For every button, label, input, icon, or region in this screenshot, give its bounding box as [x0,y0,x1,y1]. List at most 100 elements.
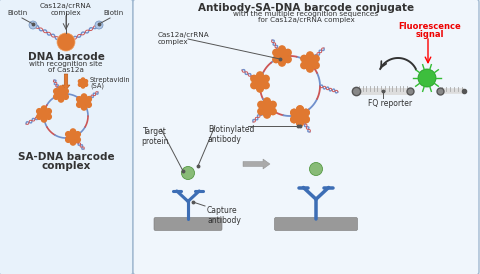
Circle shape [81,105,86,110]
Circle shape [86,102,91,107]
Circle shape [81,81,85,85]
Text: with recognition site: with recognition site [29,61,103,67]
Circle shape [297,106,303,113]
Circle shape [258,101,264,108]
Circle shape [71,129,76,134]
Circle shape [312,55,319,62]
Text: Streptavidin: Streptavidin [90,77,131,83]
FancyBboxPatch shape [154,218,222,230]
Circle shape [251,82,257,89]
Text: DNA barcode: DNA barcode [27,52,105,62]
Text: SA-DNA barcode: SA-DNA barcode [18,152,114,162]
Text: Cas12a/crRNA: Cas12a/crRNA [158,32,210,38]
Circle shape [66,132,71,137]
Circle shape [54,94,59,99]
Circle shape [302,116,309,123]
Circle shape [77,97,82,102]
Text: for Cas12a/crRNA complex: for Cas12a/crRNA complex [258,17,354,23]
Circle shape [257,85,264,92]
Circle shape [263,82,269,89]
Circle shape [296,112,304,120]
Text: Antibody-SA-DNA barcode conjugate: Antibody-SA-DNA barcode conjugate [198,3,414,13]
Circle shape [270,101,276,108]
Text: signal: signal [416,30,444,39]
Circle shape [29,21,37,29]
Circle shape [71,140,76,145]
FancyBboxPatch shape [133,0,479,274]
Text: complex: complex [158,39,189,45]
Circle shape [273,49,279,56]
Circle shape [78,83,82,86]
FancyBboxPatch shape [275,218,358,230]
Circle shape [291,109,298,116]
Text: Target
protein: Target protein [141,127,169,146]
Circle shape [41,111,48,117]
Circle shape [46,109,51,114]
Circle shape [307,52,313,59]
Circle shape [291,116,298,123]
Circle shape [285,49,291,56]
Circle shape [296,112,304,120]
Circle shape [63,94,68,99]
Circle shape [86,97,91,102]
Circle shape [36,114,42,119]
Circle shape [84,80,87,83]
Text: FQ reporter: FQ reporter [368,99,412,108]
Circle shape [84,83,87,86]
Circle shape [297,106,303,113]
Circle shape [258,108,264,115]
Circle shape [291,109,298,116]
Circle shape [263,75,269,82]
Circle shape [41,106,47,111]
Circle shape [278,52,286,60]
Text: Capture
antibody: Capture antibody [207,206,241,226]
Circle shape [301,55,307,62]
Circle shape [310,162,323,176]
Text: (SA): (SA) [90,83,104,89]
Circle shape [297,119,303,126]
Text: with the multiple recognition sequences: with the multiple recognition sequences [233,11,379,17]
Circle shape [302,116,309,123]
Circle shape [263,104,271,112]
Circle shape [46,114,51,119]
Circle shape [181,167,194,179]
Text: complex: complex [41,161,91,171]
Circle shape [75,132,80,137]
Circle shape [54,89,59,94]
Circle shape [75,137,80,142]
Circle shape [302,109,309,116]
Circle shape [291,116,298,123]
Circle shape [257,72,264,78]
FancyArrow shape [243,159,270,169]
Circle shape [81,99,87,105]
Circle shape [273,56,279,63]
Circle shape [63,89,68,94]
FancyArrow shape [62,74,70,90]
Circle shape [297,119,303,126]
Circle shape [302,109,309,116]
Circle shape [285,56,291,63]
Circle shape [306,58,314,66]
Text: Biotin: Biotin [104,10,124,16]
Circle shape [279,59,285,66]
Circle shape [59,86,64,91]
Circle shape [81,78,84,81]
Circle shape [66,137,71,142]
Circle shape [279,46,285,53]
Circle shape [264,98,270,104]
Circle shape [256,78,264,86]
Circle shape [36,109,42,114]
Circle shape [307,65,313,72]
Text: Biotinylated
antibody: Biotinylated antibody [208,125,254,144]
Text: complex: complex [51,10,81,16]
Circle shape [41,117,47,122]
Text: of Cas12a: of Cas12a [48,67,84,73]
Circle shape [59,97,64,102]
Text: Cas12a/crRNA: Cas12a/crRNA [40,3,92,9]
FancyBboxPatch shape [0,0,133,274]
Circle shape [270,108,276,115]
Circle shape [81,85,84,88]
Circle shape [301,62,307,69]
Circle shape [251,75,257,82]
Circle shape [81,94,86,99]
